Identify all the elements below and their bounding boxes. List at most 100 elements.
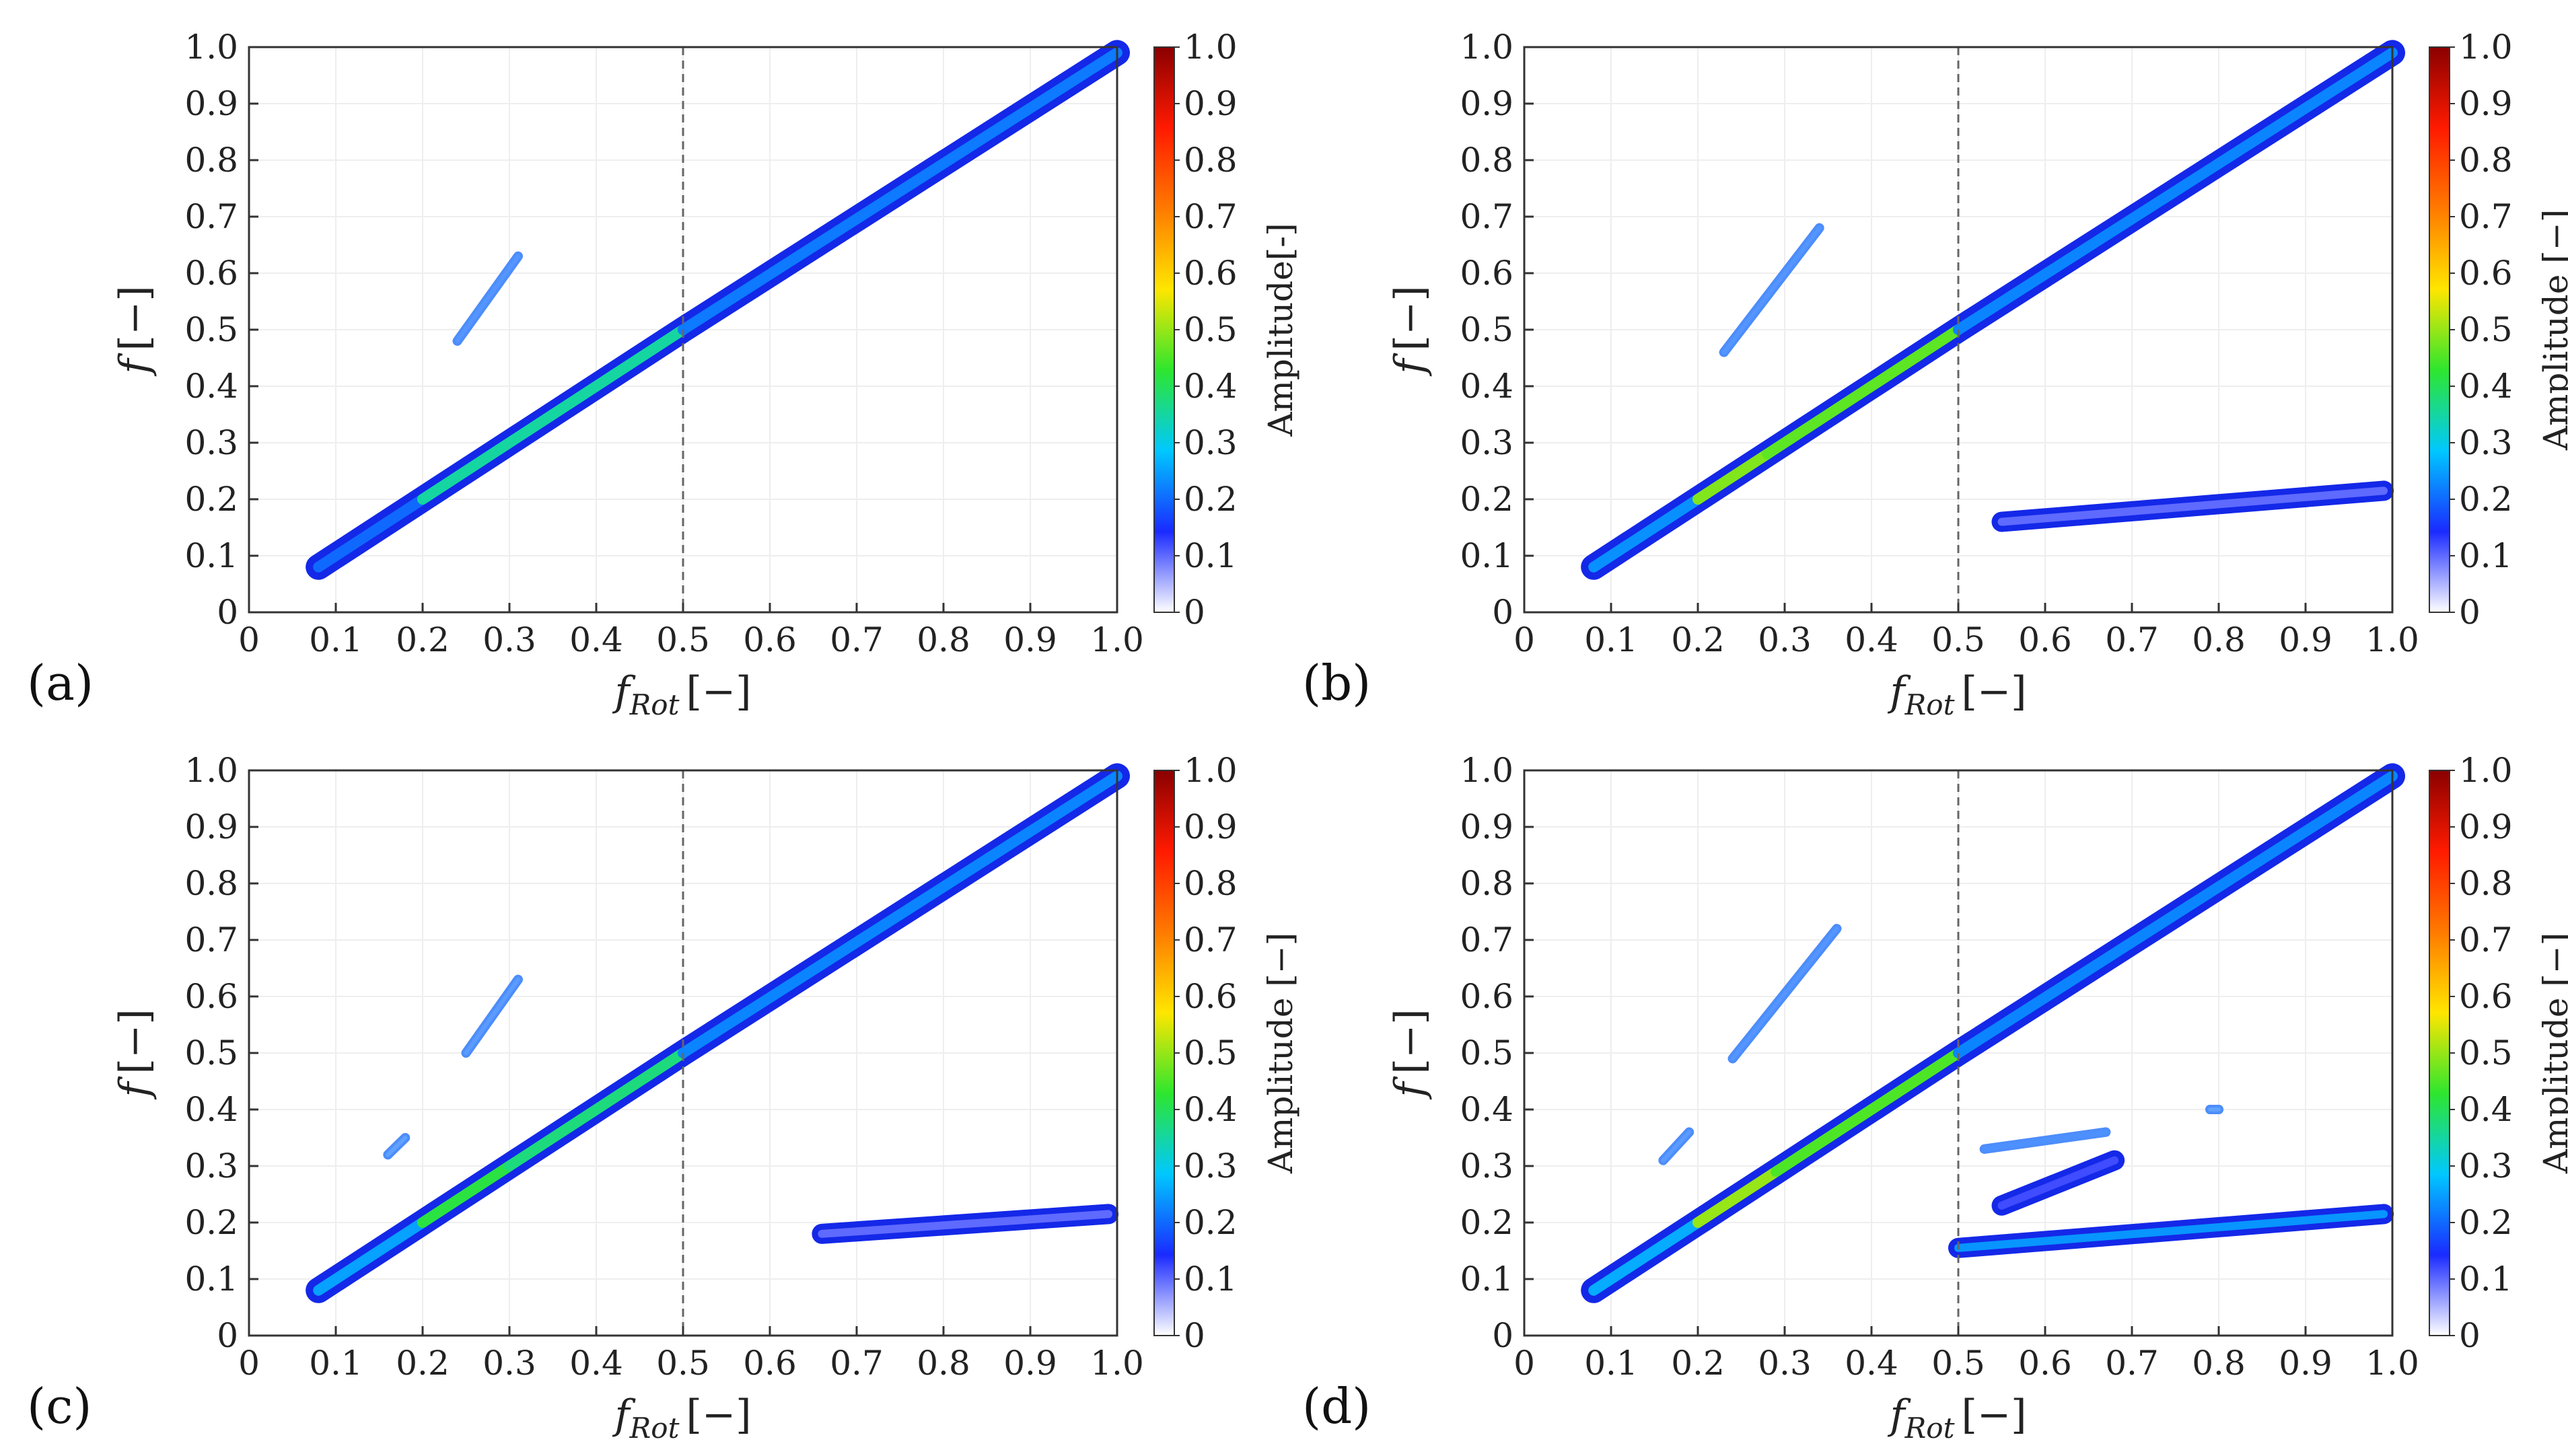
- band-core-segment: [547, 324, 688, 420]
- colorbar-tick-label: 1.0: [2459, 751, 2513, 790]
- colorbar-tick-label: 0.4: [2459, 367, 2513, 406]
- x-tick-label: 0.1: [309, 620, 363, 659]
- x-tick-label: 0.5: [1931, 1344, 1985, 1383]
- chart-panel-c: 0 0.1 0.2 0.3 0.4 0.5 0.6 0.7 0.8 0.9 1.0 0 0.1 0.2 0.…: [27, 751, 1300, 1445]
- band-low-branch: [1991, 480, 2394, 532]
- x-tick-label: 0.7: [2105, 1344, 2159, 1383]
- x-tick-label: 1.0: [2365, 1344, 2419, 1383]
- y-tick-label: 0.7: [184, 197, 238, 236]
- y-tick-label: 0.5: [184, 310, 238, 349]
- colorbar-tick-label: 0.8: [2459, 141, 2513, 180]
- colorbar-tick-label: 0.3: [1184, 1146, 1238, 1186]
- y-tick-label: 0.4: [1460, 1090, 1513, 1129]
- y-tick-label: 0: [1492, 593, 1513, 632]
- x-tick-label: 0.3: [483, 1344, 536, 1383]
- x-tick-label: 1.0: [1090, 620, 1144, 659]
- band-small-streak: [383, 1133, 411, 1160]
- y-tick-label: 0.8: [184, 141, 238, 180]
- y-tick-label: 0.1: [1460, 536, 1513, 575]
- colorbar-tick-label: 1.0: [2459, 28, 2513, 67]
- band-small-streak: [1658, 1127, 1695, 1165]
- band-core-segment: [1588, 1217, 1703, 1296]
- y-tick-label: 1.0: [1460, 751, 1513, 790]
- colorbar: 0 0.1 0.2 0.3 0.4 0.5 0.6 0.7 0.8 0.9 1.0 Amplitude…: [1153, 751, 1300, 1355]
- colorbar-tick-label: 0: [2459, 593, 2481, 632]
- y-tick-label: 0.6: [1460, 977, 1513, 1016]
- band-sidebranch: [1727, 924, 1842, 1064]
- colorbar-gradient: [2429, 46, 2450, 613]
- x-tick-label: 0.9: [1003, 1344, 1057, 1383]
- colorbar-gradient: [1153, 770, 1175, 1336]
- y-tick-label: 0: [217, 593, 238, 632]
- y-tick-label: 0.1: [184, 1260, 238, 1299]
- band-core-segment: [417, 1161, 515, 1228]
- x-tick-label: 0.3: [1758, 1344, 1812, 1383]
- colorbar-tick-label: 1.0: [1184, 751, 1238, 790]
- colorbar-tick-label: 0.5: [2459, 1033, 2513, 1072]
- y-tick-label: 1.0: [184, 751, 238, 790]
- y-tick-label: 0.3: [184, 423, 238, 462]
- colorbar-tick-label: 0.6: [2459, 977, 2513, 1016]
- y-tick-label: 0.3: [1460, 1146, 1513, 1186]
- y-tick-label: 0.9: [1460, 84, 1513, 123]
- x-tick-label: 0.1: [1584, 1344, 1638, 1383]
- colorbar-tick-label: 0.2: [1184, 480, 1238, 519]
- band-core-segment: [678, 770, 1122, 1058]
- band-mid-branch-upper: [1979, 1127, 2111, 1154]
- x-tick-label: 0.4: [1845, 620, 1898, 659]
- colorbar-tick-label: 0.6: [1184, 977, 1238, 1016]
- y-tick-label: 0.8: [184, 864, 238, 903]
- colorbar-tick-label: 0.9: [2459, 807, 2513, 846]
- colorbar-tick-label: 0.4: [2459, 1090, 2513, 1129]
- chart-panel-a: 0 0.1 0.2 0.3 0.4 0.5 0.6 0.7 0.8 0.9 1.0 0 0.1 0.2 0.…: [27, 28, 1300, 721]
- y-tick-label: 1.0: [184, 28, 238, 67]
- y-axis-label: f[−]: [111, 1009, 158, 1099]
- x-tick-label: 0.4: [569, 620, 623, 659]
- band-core-segment: [1762, 324, 1964, 460]
- panel-label: (d): [1302, 1378, 1371, 1434]
- colorbar: 0 0.1 0.2 0.3 0.4 0.5 0.6 0.7 0.8 0.9 1.0 Amplitude…: [2429, 751, 2568, 1355]
- colorbar-gradient: [2429, 770, 2450, 1336]
- colorbar-tick-label: 0.3: [2459, 1146, 2513, 1186]
- y-tick-label: 0.4: [184, 367, 238, 406]
- x-tick-label: 0.2: [1671, 1344, 1725, 1383]
- band-low-branch: [1948, 1204, 2394, 1258]
- colorbar-tick-label: 0.2: [1184, 1203, 1238, 1242]
- colorbar-tick-label: 0.7: [1184, 920, 1238, 959]
- x-tick-label: 0.4: [1845, 1344, 1898, 1383]
- y-tick-label: 0: [217, 1316, 238, 1355]
- x-tick-label: 0.1: [1584, 620, 1638, 659]
- band-mid-branch-lower: [1991, 1150, 2125, 1216]
- colorbar-tick-label: 0: [1184, 593, 1205, 632]
- y-tick-label: 0.3: [184, 1146, 238, 1186]
- band-1x-harmonic: [1581, 40, 2405, 580]
- x-axis-label: fRot [−]: [1887, 668, 2026, 721]
- x-tick-label: 0.2: [396, 620, 450, 659]
- colorbar-tick-label: 0.4: [1184, 1090, 1238, 1129]
- y-tick-label: 0.9: [1460, 807, 1513, 846]
- x-tick-label: 0.9: [1003, 620, 1057, 659]
- colorbar-tick-label: 0.3: [1184, 423, 1238, 462]
- colorbar-tick-label: 0.9: [1184, 84, 1238, 123]
- x-tick-label: 0: [1513, 620, 1535, 659]
- colorbar-tick-label: 0.6: [1184, 254, 1238, 293]
- y-tick-label: 0.5: [1460, 1033, 1513, 1072]
- band-core-segment: [417, 409, 559, 505]
- colorbar-tick-label: 0.7: [1184, 197, 1238, 236]
- panel-label: (c): [27, 1378, 92, 1434]
- band-faint: [1658, 1127, 1695, 1165]
- x-tick-label: 0.7: [830, 1344, 884, 1383]
- x-tick-label: 0.5: [656, 1344, 710, 1383]
- y-tick-label: 0.7: [1460, 920, 1513, 959]
- colorbar-tick-label: 0.5: [1184, 1033, 1238, 1072]
- band-core-segment: [1997, 1156, 2119, 1210]
- x-tick-label: 0.7: [2105, 620, 2159, 659]
- band-core-segment: [1771, 1048, 1964, 1177]
- band-core-segment: [313, 494, 428, 573]
- x-tick-label: 0.6: [743, 620, 797, 659]
- colorbar-label: Amplitude [−]: [2536, 209, 2568, 451]
- y-tick-label: 0.2: [184, 480, 238, 519]
- colorbar-tick-label: 0.1: [2459, 1260, 2513, 1299]
- y-tick-label: 0.2: [1460, 480, 1513, 519]
